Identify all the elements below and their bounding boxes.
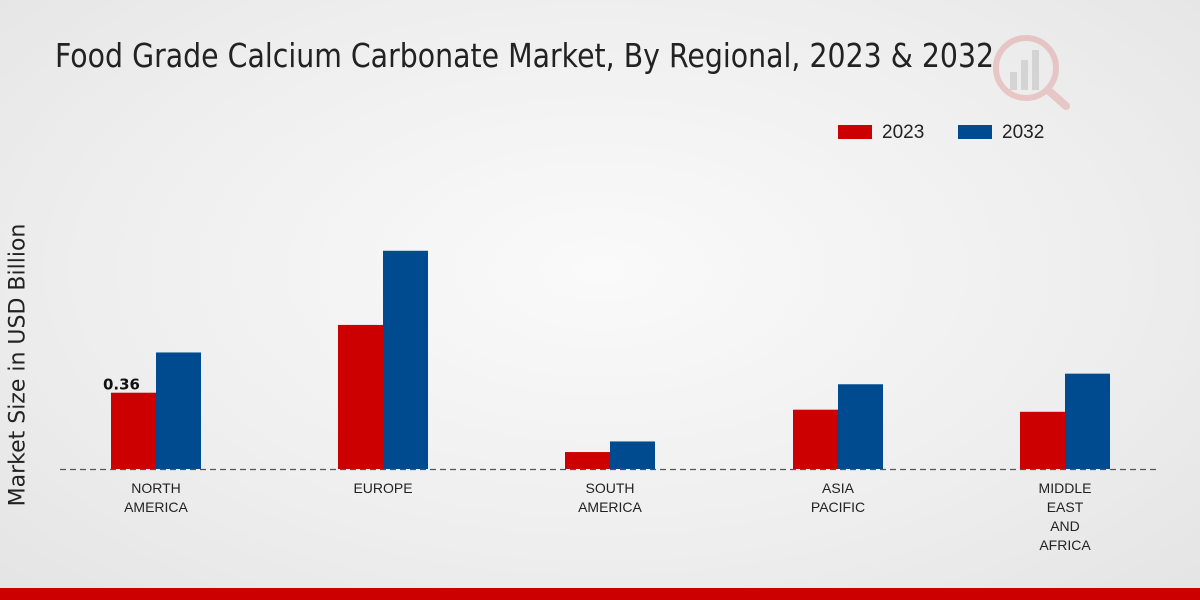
bar-asia-pacific-2032[interactable] — [838, 384, 883, 469]
bar-middle-east-and-africa-2032[interactable] — [1065, 373, 1110, 469]
bar-europe-2023[interactable] — [338, 324, 383, 469]
bar-europe-2032[interactable] — [383, 250, 428, 469]
bottom-accent-bar — [0, 588, 1200, 600]
category-label-middle-east-and-africa: MIDDLE EAST AND AFRICA — [1038, 480, 1092, 553]
legend-swatch-2032 — [958, 125, 992, 139]
category-label-north-america: NORTH AMERICA — [124, 480, 188, 515]
bar-middle-east-and-africa-2023[interactable] — [1020, 411, 1065, 469]
category-label-asia-pacific: ASIA PACIFIC — [810, 480, 866, 515]
watermark-logo-icon — [993, 35, 1070, 110]
category-label-europe: EUROPE — [353, 480, 413, 496]
legend-swatch-2023 — [838, 125, 872, 139]
bar-asia-pacific-2023[interactable] — [793, 409, 838, 469]
bar-south-america-2023[interactable] — [565, 452, 610, 469]
bar-south-america-2032[interactable] — [610, 441, 655, 469]
bars-group — [111, 250, 1110, 469]
bar-north-america-2032[interactable] — [156, 352, 201, 469]
legend-label-2023: 2023 — [882, 122, 925, 143]
data-label-north-america-2023: 0.36 — [103, 376, 140, 394]
bar-north-america-2023[interactable] — [111, 392, 156, 469]
legend-label-2032: 2032 — [1002, 122, 1045, 143]
chart-title: Food Grade Calcium Carbonate Market, By … — [55, 36, 995, 75]
category-label-south-america: SOUTH AMERICA — [578, 480, 642, 515]
data-labels-group: 0.36 — [103, 376, 140, 394]
